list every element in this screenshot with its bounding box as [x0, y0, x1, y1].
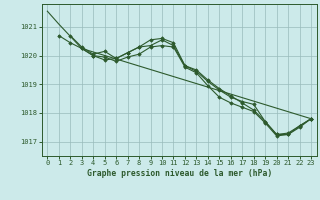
X-axis label: Graphe pression niveau de la mer (hPa): Graphe pression niveau de la mer (hPa) — [87, 169, 272, 178]
